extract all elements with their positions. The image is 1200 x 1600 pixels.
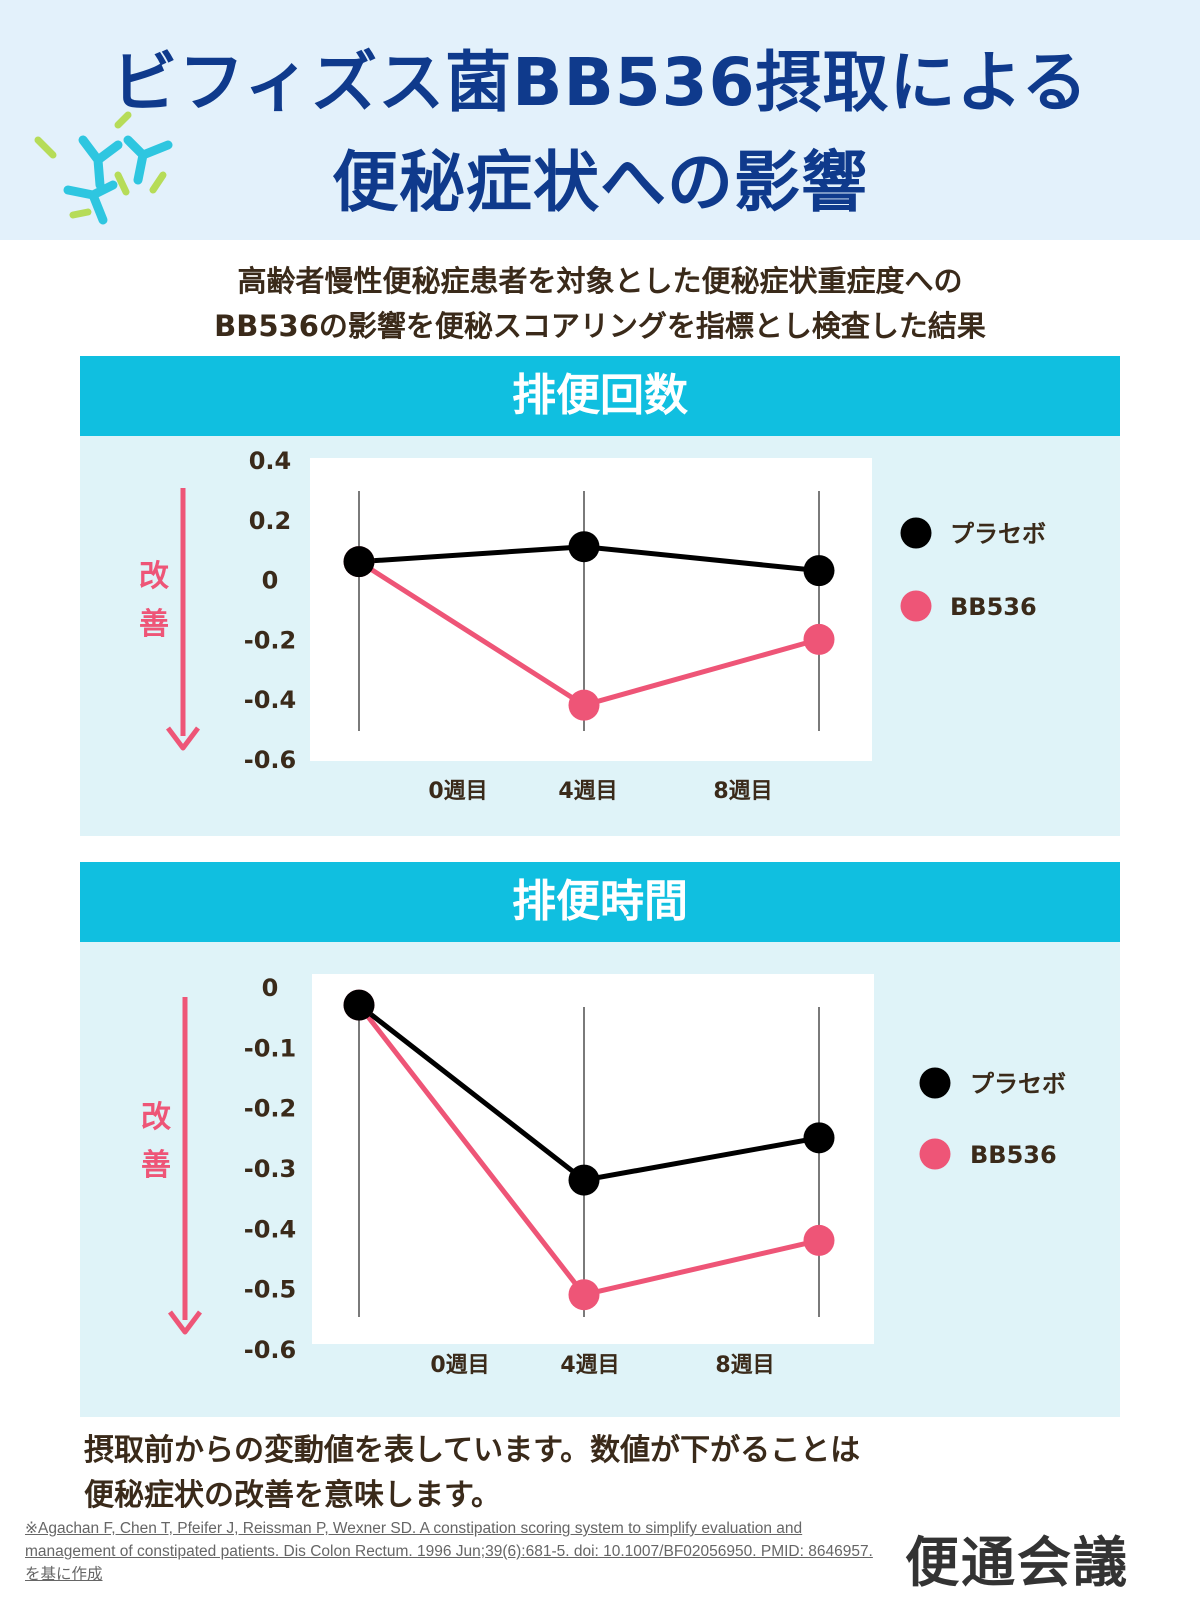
citation-link[interactable]: ※Agachan F, Chen T, Pfeifer J, Reissman …	[25, 1520, 873, 1583]
y-tick-label: -0.4	[244, 1215, 296, 1243]
page-title-line2: 便秘症状への影響	[332, 144, 868, 221]
data-point	[568, 1164, 600, 1196]
data-point	[343, 989, 375, 1021]
subtitle-line2: BB536の影響を便秘スコアリングを指標とし検査した結果	[214, 309, 986, 343]
x-tick-label: 0週目	[430, 1353, 489, 1378]
x-tick-label: 4週目	[558, 779, 617, 804]
x-tick-label: 8週目	[715, 1353, 774, 1378]
improve-arrow-head	[166, 726, 200, 751]
note-line1: 摂取前からの変動値を表しています。数値が下がることは	[84, 1433, 861, 1468]
frequency-chart: 0.4 0.2 0 -0.2 -0.4 -0.6 0週目 4週目 8週目 改善 プラセボ BB536	[139, 447, 1046, 804]
legend-label: BB536	[970, 1141, 1057, 1169]
brand-logo: 便通会議	[905, 1531, 1129, 1594]
y-tick-label: 0	[262, 974, 279, 1002]
y-tick-label: 0	[262, 567, 279, 595]
y-tick-label: -0.3	[244, 1155, 296, 1183]
data-point	[803, 623, 835, 655]
header-banner: ビフィズス菌BB536摂取による 便秘症状への影響	[0, 0, 1200, 240]
y-tick-label: 0.4	[249, 447, 292, 475]
data-point	[568, 531, 600, 563]
data-point	[803, 1122, 835, 1154]
improve-arrow-head	[168, 1310, 202, 1335]
y-tick-label: -0.2	[244, 626, 296, 654]
x-tick-label: 4週目	[560, 1353, 619, 1378]
duration-chart: 0 -0.1 -0.2 -0.3 -0.4 -0.5 -0.6 0週目 4週目 8週目 改善 プラセボ…	[141, 974, 1066, 1378]
legend-marker	[900, 517, 932, 549]
x-tick-label: 0週目	[428, 779, 487, 804]
subtitle-line1: 高齢者慢性便秘症患者を対象とした便秘症状重症度への	[237, 264, 963, 298]
legend-label: BB536	[950, 593, 1037, 621]
data-point	[568, 1279, 600, 1311]
legend-marker	[919, 1138, 951, 1170]
improve-label: 善	[141, 1148, 171, 1183]
improve-label: 改	[141, 1100, 171, 1135]
y-tick-label: -0.6	[244, 1336, 296, 1364]
legend-label: プラセボ	[970, 1070, 1066, 1098]
legend-marker	[919, 1067, 951, 1099]
page-title-line1: ビフィズス菌BB536摂取による	[111, 44, 1089, 121]
note-line2: 便秘症状の改善を意味します。	[84, 1478, 501, 1513]
improve-label: 改	[139, 559, 169, 594]
legend-label: プラセボ	[950, 520, 1046, 548]
improve-label: 善	[139, 607, 169, 642]
y-tick-label: -0.4	[244, 686, 296, 714]
chart-title-frequency: 排便回数	[80, 356, 1120, 436]
y-tick-label: -0.1	[244, 1034, 296, 1062]
y-tick-label: -0.2	[244, 1095, 296, 1123]
data-point	[568, 689, 600, 721]
y-tick-label: -0.5	[244, 1276, 296, 1304]
data-point	[343, 546, 375, 578]
bacteria-icon	[34, 111, 173, 225]
chart-title-duration: 排便時間	[80, 862, 1120, 942]
data-point	[803, 1224, 835, 1256]
legend-marker	[900, 590, 932, 622]
chart-panel-frequency: 排便回数 0.4 0.2 0 -0.2 -0.4 -0.6 0週目 4週目 8週目 改善 プラセボ B…	[80, 356, 1120, 836]
x-tick-label: 8週目	[713, 779, 772, 804]
data-point	[803, 555, 835, 587]
y-tick-label: 0.2	[249, 507, 292, 535]
y-tick-label: -0.6	[244, 746, 296, 774]
chart-panel-duration: 排便時間 0 -0.1 -0.2 -0.3 -0.4 -0.5 -0.6 0週目 4週目 8週目 改…	[80, 862, 1120, 1417]
